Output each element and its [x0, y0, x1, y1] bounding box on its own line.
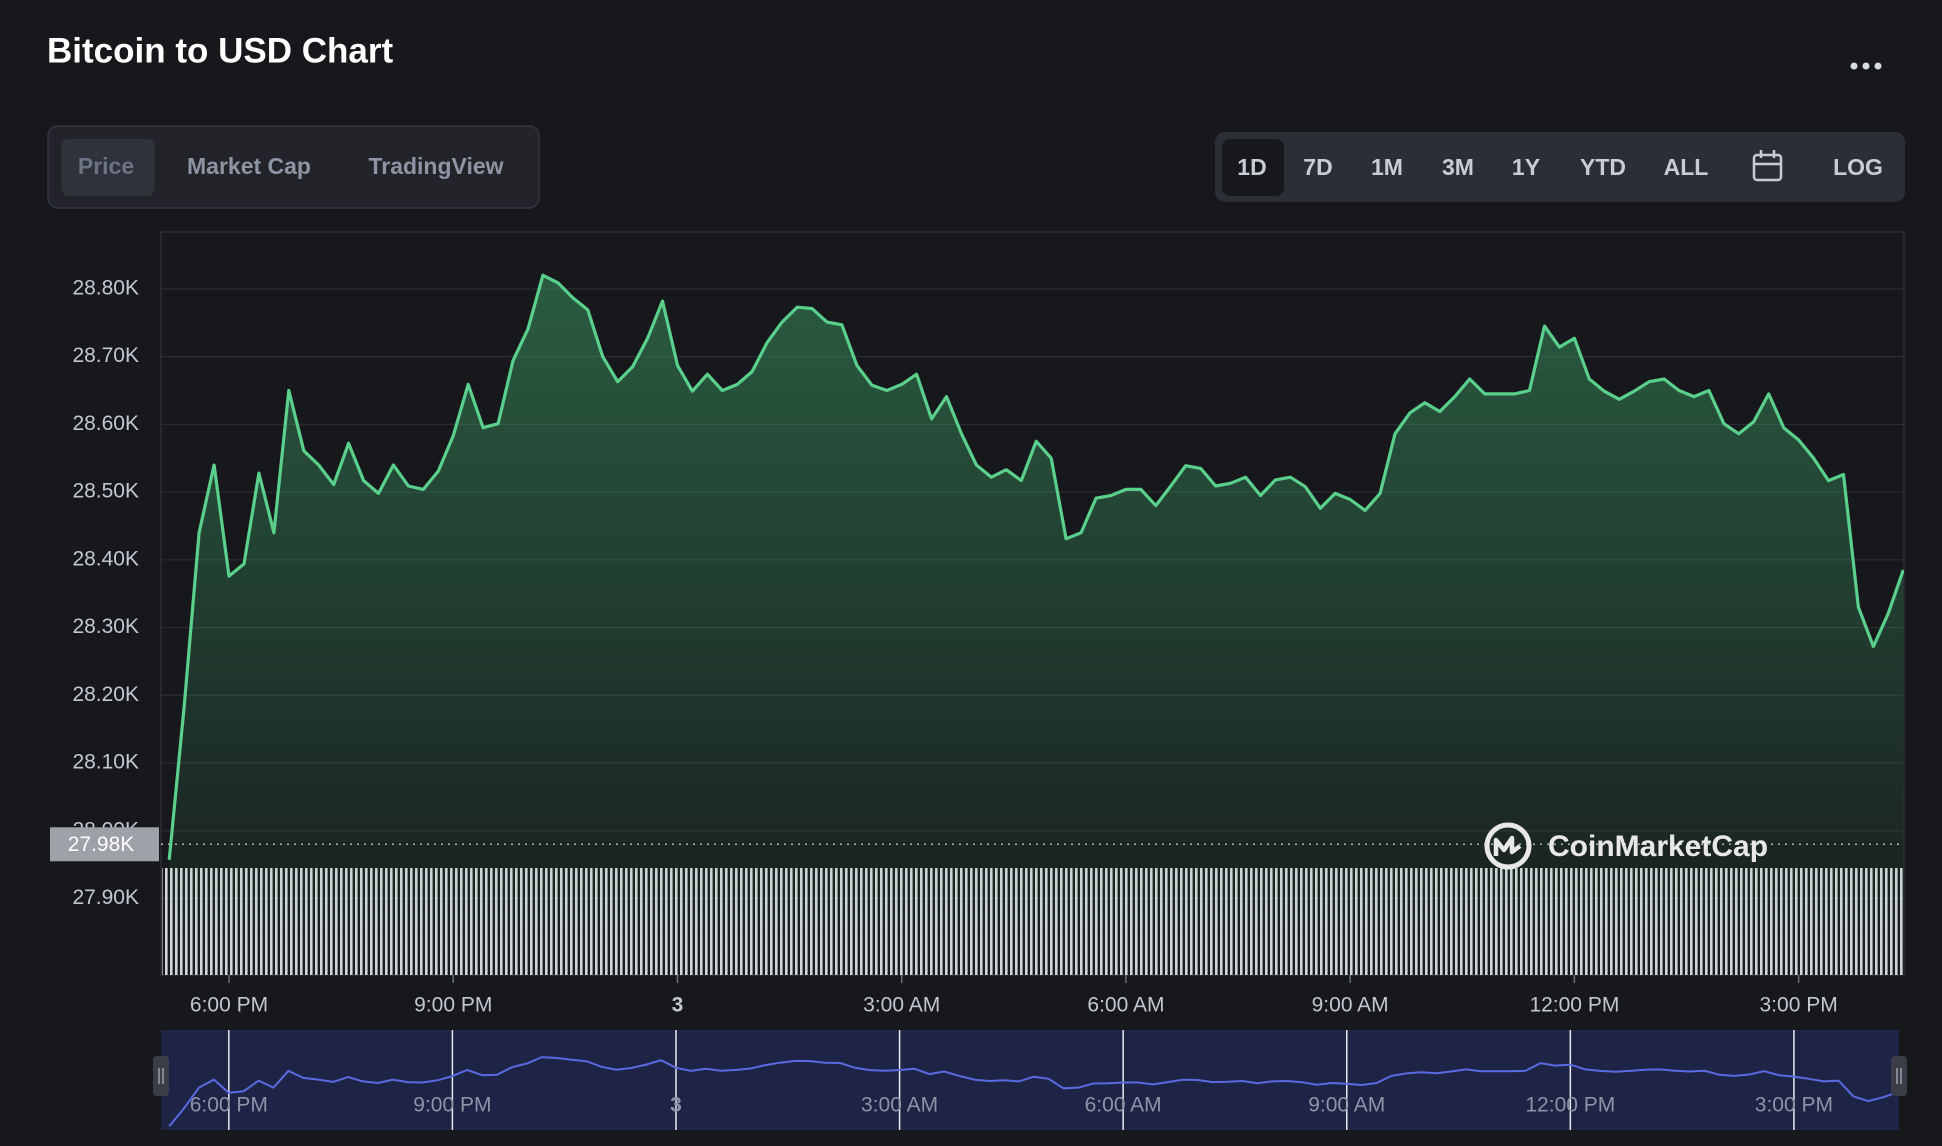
chart-title: Bitcoin to USD Chart: [47, 31, 393, 70]
navigator-handle[interactable]: [153, 1056, 169, 1096]
tab[interactable]: TradingView: [368, 153, 503, 179]
navigator-tick-label: 3:00 AM: [861, 1094, 938, 1117]
watermark-text: CoinMarketCap: [1548, 830, 1768, 863]
x-tick-label: 9:00 PM: [414, 994, 492, 1017]
x-tick-label: 3:00 PM: [1760, 994, 1838, 1017]
navigator-tick-label: 3: [670, 1094, 682, 1117]
y-tick-label: 28.40K: [72, 547, 139, 570]
y-tick-label: 27.90K: [72, 886, 139, 909]
active-tab: [61, 139, 155, 196]
more-menu[interactable]: [1850, 62, 1882, 70]
calendar-icon[interactable]: [1752, 150, 1783, 182]
y-tick-label: 28.80K: [72, 276, 139, 299]
navigator-tick-label: 12:00 PM: [1525, 1094, 1615, 1117]
y-tick-label: 28.30K: [72, 615, 139, 638]
x-tick-label: 9:00 AM: [1312, 994, 1389, 1017]
range-group: [1215, 132, 1905, 202]
navigator-tick-label: 9:00 PM: [413, 1094, 491, 1117]
tab-group: [47, 125, 540, 209]
range-button[interactable]: 1M: [1371, 154, 1403, 180]
navigator[interactable]: [161, 1030, 1899, 1130]
active-range: [1222, 139, 1284, 196]
x-tick-label: 3:00 AM: [863, 994, 940, 1017]
handle-body: [153, 1056, 169, 1096]
y-tick-label: 28.60K: [72, 412, 139, 435]
range-button[interactable]: 7D: [1303, 154, 1332, 180]
price-area: [169, 275, 1904, 975]
current-price-label: 27.98K: [68, 833, 135, 856]
tab[interactable]: Market Cap: [187, 153, 311, 179]
navigator-line: [168, 1056, 1899, 1128]
navigator-handle[interactable]: [1891, 1056, 1907, 1096]
watermark-logo-mark: [1493, 835, 1522, 856]
navigator-tick-label: 9:00 AM: [1308, 1094, 1385, 1117]
navigator-tick-label: 3:00 PM: [1755, 1094, 1833, 1117]
range-button[interactable]: 3M: [1442, 154, 1474, 180]
x-tick-label: 3: [672, 994, 684, 1017]
range-button[interactable]: 1D: [1237, 154, 1266, 180]
watermark: CoinMarketCap: [1484, 822, 1768, 870]
range-button[interactable]: YTD: [1580, 154, 1626, 180]
price-line: [167, 273, 1904, 861]
range-button[interactable]: 1Y: [1512, 154, 1540, 180]
x-tick-label: 6:00 AM: [1087, 994, 1164, 1017]
y-tick-label: 28.20K: [72, 683, 139, 706]
current-price-box: [50, 827, 159, 862]
navigator-tick-label: 6:00 PM: [190, 1094, 268, 1117]
handle-body: [1891, 1056, 1907, 1096]
log-button[interactable]: LOG: [1833, 154, 1883, 180]
x-tick-label: 6:00 PM: [190, 994, 268, 1017]
y-tick-label: 28.10K: [72, 751, 139, 774]
tab[interactable]: Price: [78, 153, 134, 179]
y-tick-label: 28.70K: [72, 344, 139, 367]
navigator-tick-label: 6:00 AM: [1085, 1094, 1162, 1117]
x-tick-label: 12:00 PM: [1529, 994, 1619, 1017]
y-tick-label: 28.50K: [72, 480, 139, 503]
range-button[interactable]: ALL: [1664, 154, 1709, 180]
watermark-logo: [1484, 822, 1532, 870]
